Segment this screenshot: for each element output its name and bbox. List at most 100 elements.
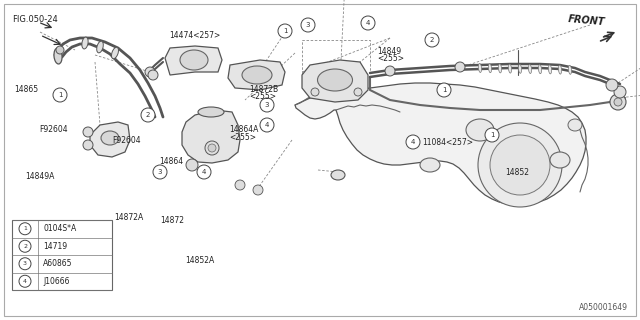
Circle shape [455,62,465,72]
Text: 3: 3 [265,102,269,108]
Ellipse shape [97,41,103,53]
Polygon shape [228,60,285,90]
Ellipse shape [317,69,353,91]
Text: 3: 3 [306,22,310,28]
Ellipse shape [499,64,502,73]
Text: FIG.050-24: FIG.050-24 [12,15,58,24]
Circle shape [153,165,167,179]
Text: 1: 1 [23,226,27,231]
Circle shape [197,165,211,179]
Circle shape [205,141,219,155]
Ellipse shape [568,119,582,131]
Bar [12,220,112,290]
Ellipse shape [180,50,208,70]
Circle shape [385,66,395,76]
Ellipse shape [568,65,572,74]
Text: J10666: J10666 [43,277,70,286]
Circle shape [235,180,245,190]
Text: 3: 3 [157,169,163,175]
Polygon shape [302,60,368,102]
Ellipse shape [198,107,224,117]
Ellipse shape [111,47,118,59]
Text: 14864: 14864 [159,157,183,166]
Ellipse shape [538,65,541,74]
Text: F92604: F92604 [40,125,68,134]
Text: 2: 2 [23,244,27,249]
Circle shape [606,79,618,91]
Polygon shape [165,46,222,75]
Ellipse shape [420,158,440,172]
Circle shape [614,98,622,106]
Circle shape [19,240,31,252]
Ellipse shape [529,65,532,74]
Circle shape [478,123,562,207]
Ellipse shape [488,64,492,73]
Circle shape [83,127,93,137]
Text: 1: 1 [442,87,446,93]
Ellipse shape [101,131,119,145]
Text: 14852A: 14852A [186,256,215,265]
Text: 14719: 14719 [43,242,67,251]
Text: 4: 4 [411,139,415,145]
Ellipse shape [508,64,511,73]
Text: 4: 4 [23,279,27,284]
Polygon shape [90,122,130,157]
Circle shape [406,135,420,149]
Ellipse shape [242,66,272,84]
Text: 14852: 14852 [506,168,530,177]
Text: 1: 1 [283,28,287,34]
Circle shape [208,144,216,152]
Circle shape [141,108,155,122]
Text: 14872: 14872 [160,216,184,225]
Ellipse shape [518,64,522,73]
Text: A050001649: A050001649 [579,303,628,312]
Text: 14872A: 14872A [114,213,143,222]
Text: 1: 1 [490,132,494,138]
Text: 2: 2 [146,112,150,118]
Circle shape [614,86,626,98]
Text: <255>: <255> [378,54,404,63]
Ellipse shape [548,65,552,74]
Ellipse shape [331,170,345,180]
Ellipse shape [82,37,88,49]
Circle shape [301,18,315,32]
Circle shape [186,159,198,171]
Polygon shape [295,83,586,205]
Circle shape [354,88,362,96]
Ellipse shape [550,152,570,168]
Circle shape [260,98,274,112]
Circle shape [278,24,292,38]
Text: 4: 4 [265,122,269,128]
Ellipse shape [559,65,561,74]
Text: 1: 1 [58,92,62,98]
Circle shape [19,223,31,235]
Text: A60865: A60865 [43,259,72,268]
Text: F92604: F92604 [112,136,141,145]
Text: 11084<257>: 11084<257> [422,138,474,147]
Text: <255>: <255> [229,133,256,142]
Circle shape [361,16,375,30]
Text: 14849A: 14849A [26,172,55,180]
Circle shape [437,83,451,97]
Text: 14849: 14849 [378,47,402,56]
Circle shape [53,88,67,102]
Circle shape [19,275,31,287]
Circle shape [253,185,263,195]
Text: 14872B: 14872B [250,85,279,94]
Text: <255>: <255> [250,92,276,101]
Text: 0104S*A: 0104S*A [43,224,76,233]
Text: 4: 4 [366,20,370,26]
Text: 4: 4 [202,169,206,175]
Circle shape [145,67,155,77]
Text: FRONT: FRONT [568,14,606,27]
Ellipse shape [466,119,494,141]
Text: 14864A: 14864A [229,125,259,134]
Circle shape [425,33,439,47]
Polygon shape [182,110,240,163]
Text: 3: 3 [23,261,27,266]
Circle shape [485,128,499,142]
Circle shape [56,46,64,54]
Circle shape [260,118,274,132]
Circle shape [490,135,550,195]
Ellipse shape [479,63,481,73]
